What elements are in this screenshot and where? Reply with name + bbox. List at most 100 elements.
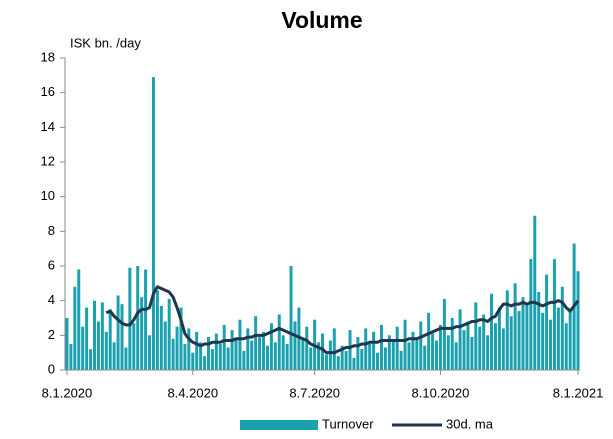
bar: [293, 321, 297, 370]
bar: [85, 307, 89, 370]
bar: [521, 297, 525, 370]
bar: [352, 357, 356, 370]
bar: [517, 311, 521, 370]
bar: [148, 335, 152, 370]
bar: [442, 298, 446, 370]
bar: [560, 286, 564, 370]
bar: [167, 298, 171, 370]
bar: [246, 328, 250, 370]
bar: [206, 337, 210, 370]
x-tick-label: 8.4.2020: [167, 385, 218, 400]
bar: [289, 266, 293, 370]
bar: [317, 342, 321, 370]
bar: [81, 326, 85, 370]
line: [105, 285, 580, 355]
bar: [415, 337, 419, 370]
bar: [490, 293, 494, 370]
y-tick-label: 4: [48, 292, 55, 307]
bar: [462, 330, 466, 370]
bar: [336, 356, 340, 370]
x-tick-label: 8.1.2021: [553, 385, 604, 400]
bar: [348, 330, 352, 370]
bar: [344, 350, 348, 370]
x-tick-label: 8.7.2020: [289, 385, 340, 400]
bar: [203, 356, 207, 370]
bar: [214, 333, 218, 370]
bar: [230, 330, 234, 370]
bar: [195, 331, 199, 370]
bar: [65, 318, 69, 370]
bar: [482, 314, 486, 370]
bar: [277, 314, 281, 370]
bar: [509, 316, 513, 370]
bar: [356, 337, 360, 370]
bar: [258, 337, 262, 370]
bar: [501, 328, 505, 370]
bar: [234, 338, 238, 370]
bar: [265, 345, 269, 370]
bar: [238, 319, 242, 370]
bar: [159, 305, 163, 370]
bar: [321, 333, 324, 370]
bar: [155, 290, 159, 370]
bar: [486, 335, 490, 370]
bar: [254, 316, 258, 370]
bar: [210, 349, 214, 370]
legend-swatch: [240, 420, 318, 430]
bar: [191, 352, 195, 370]
bar: [73, 286, 77, 370]
bar: [301, 338, 305, 370]
y-tick-label: 6: [48, 257, 55, 272]
bar: [419, 321, 423, 370]
bar: [391, 340, 395, 370]
bar: [104, 331, 108, 370]
bar: [136, 266, 140, 370]
bar: [533, 215, 537, 370]
bar: [324, 354, 328, 370]
bar: [411, 331, 415, 370]
bar: [132, 323, 136, 370]
bar: [474, 302, 478, 370]
y-tick-label: 16: [41, 84, 55, 99]
bar: [387, 335, 391, 370]
bar: [116, 295, 120, 370]
bar: [69, 344, 73, 370]
y-tick-label: 12: [41, 153, 55, 168]
bar: [226, 347, 230, 370]
bar: [368, 344, 372, 370]
bar: [273, 342, 277, 370]
bar: [379, 324, 383, 370]
bar: [407, 342, 411, 370]
bar: [328, 340, 332, 370]
bar: [340, 345, 344, 370]
bar: [446, 335, 450, 370]
bar: [305, 326, 309, 370]
bar: [100, 302, 104, 370]
bar: [376, 352, 380, 370]
bar: [242, 350, 246, 370]
bar: [309, 347, 313, 370]
bar: [513, 283, 517, 370]
bar: [120, 304, 124, 370]
bar: [179, 307, 183, 370]
bar: [144, 269, 148, 370]
bar: [175, 326, 179, 370]
bar: [552, 259, 556, 370]
bar: [92, 300, 96, 370]
x-tick-label: 8.1.2020: [42, 385, 93, 400]
bar: [497, 307, 501, 370]
bar: [493, 323, 497, 370]
bar: [187, 328, 191, 370]
bar: [140, 297, 144, 370]
bar: [395, 326, 399, 370]
bar: [332, 328, 336, 370]
bar: [372, 331, 376, 370]
bar: [478, 326, 482, 370]
bar: [549, 319, 553, 370]
bar: [438, 324, 442, 370]
bar: [199, 342, 203, 370]
bar: [399, 350, 403, 370]
y-tick-label: 18: [41, 49, 55, 64]
bar: [285, 344, 289, 370]
